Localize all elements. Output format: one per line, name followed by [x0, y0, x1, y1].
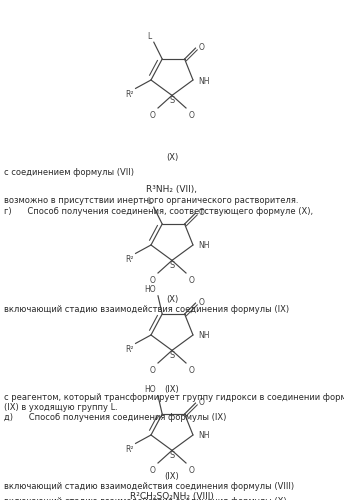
Text: O: O	[198, 298, 204, 306]
Text: NH: NH	[198, 432, 209, 440]
Text: S: S	[169, 452, 175, 460]
Text: O: O	[149, 466, 155, 475]
Text: S: S	[169, 96, 175, 106]
Text: HO: HO	[144, 285, 156, 294]
Text: возможно в присутствии инертного органического растворителя.: возможно в присутствии инертного органич…	[4, 196, 299, 205]
Text: O: O	[149, 366, 155, 375]
Text: R²CH₂SO₂NH₂ (VIII): R²CH₂SO₂NH₂ (VIII)	[130, 492, 214, 500]
Text: с соединением формулы (VII): с соединением формулы (VII)	[4, 168, 135, 177]
Text: (X): (X)	[166, 153, 178, 162]
Text: O: O	[189, 366, 195, 375]
Text: L: L	[148, 197, 152, 206]
Text: включающий стадию взаимодействия соединения формулы (VIII): включающий стадию взаимодействия соедине…	[4, 482, 294, 491]
Text: O: O	[198, 208, 204, 216]
Text: NH: NH	[198, 76, 209, 86]
Text: (IX): (IX)	[165, 385, 179, 394]
Text: O: O	[189, 111, 195, 120]
Text: включающий стадию взаимодействия соединения формулы (IX): включающий стадию взаимодействия соедине…	[4, 305, 290, 314]
Text: г)      Способ получения соединения, соответствующего формуле (X),: г) Способ получения соединения, соответс…	[4, 207, 314, 216]
Text: R²: R²	[125, 446, 133, 454]
Text: R²: R²	[125, 90, 133, 100]
Text: д)      Способ получения соединения формулы (IX): д) Способ получения соединения формулы (…	[4, 413, 227, 422]
Text: S: S	[169, 352, 175, 360]
Text: O: O	[198, 42, 204, 51]
Text: O: O	[149, 276, 155, 285]
Text: L: L	[148, 32, 152, 41]
Text: (IX) в уходящую группу L.: (IX) в уходящую группу L.	[4, 403, 118, 412]
Text: R²: R²	[125, 256, 133, 264]
Text: включающий стадию взаимодействия соединения формулы (X): включающий стадию взаимодействия соедине…	[4, 497, 287, 500]
Text: R³NH₂ (VII),: R³NH₂ (VII),	[147, 185, 197, 194]
Text: S: S	[169, 262, 175, 270]
Text: NH: NH	[198, 242, 209, 250]
Text: R²: R²	[125, 346, 133, 354]
Text: NH: NH	[198, 332, 209, 340]
Text: HO: HO	[144, 385, 156, 394]
Text: (X): (X)	[166, 295, 178, 304]
Text: (IX): (IX)	[165, 472, 179, 481]
Text: O: O	[189, 466, 195, 475]
Text: O: O	[149, 111, 155, 120]
Text: O: O	[198, 398, 204, 406]
Text: O: O	[189, 276, 195, 285]
Text: с реагентом, который трансформирует группу гидрокси в соединении формулы: с реагентом, который трансформирует груп…	[4, 393, 344, 402]
